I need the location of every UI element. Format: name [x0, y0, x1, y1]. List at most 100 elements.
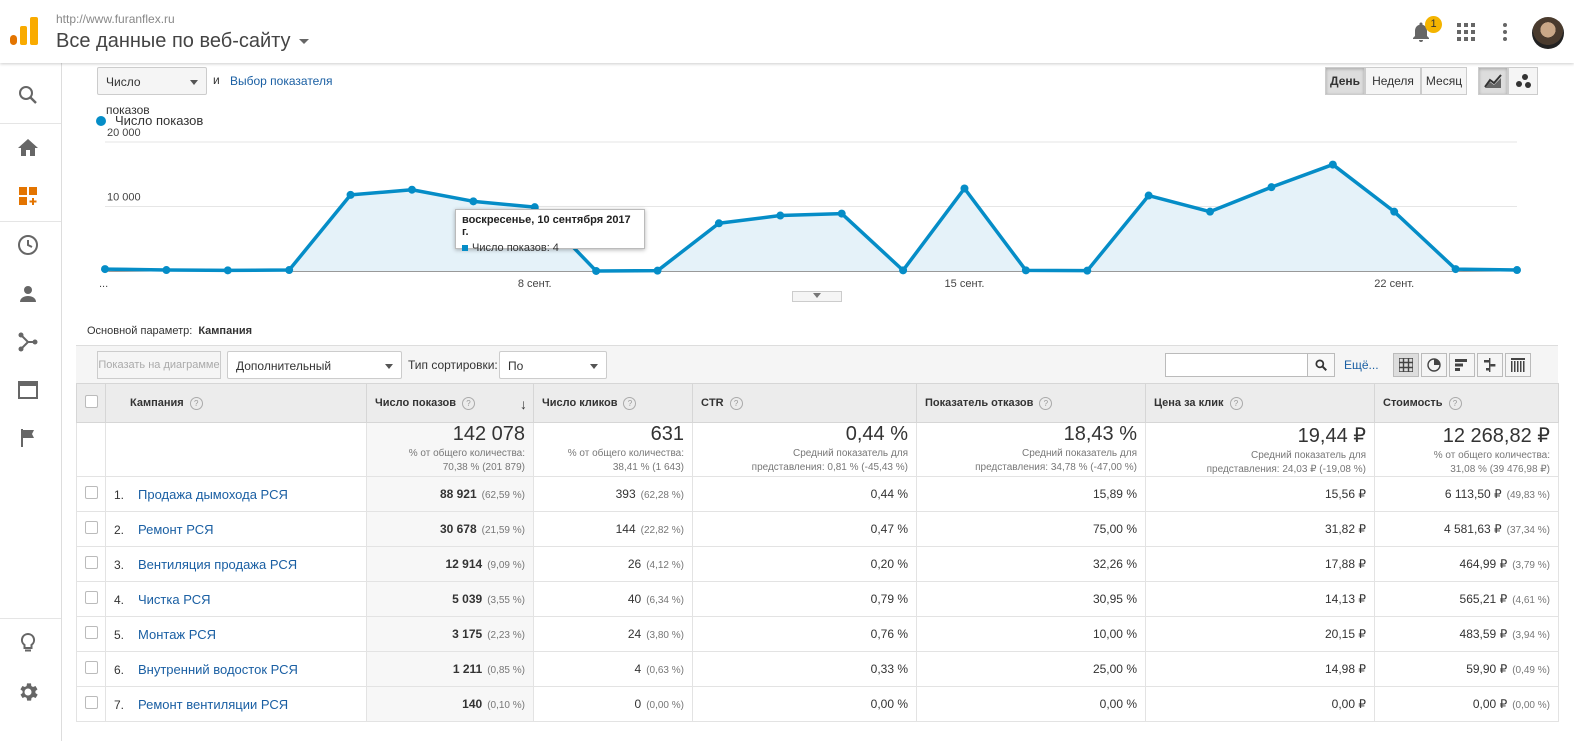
select-all-checkbox[interactable]	[85, 395, 98, 408]
data-point[interactable]	[101, 265, 109, 274]
row-checkbox[interactable]	[85, 521, 98, 534]
data-point[interactable]	[776, 211, 785, 220]
campaign-cell: 6. Внутренний водосток РСЯ	[105, 651, 367, 687]
pivot-view-button[interactable]	[1505, 353, 1531, 377]
campaign-link[interactable]: Ремонт РСЯ	[138, 521, 214, 537]
help-icon[interactable]: ?	[729, 396, 743, 410]
comparison-view-button[interactable]	[1477, 353, 1503, 377]
behavior-icon[interactable]	[16, 378, 40, 402]
chart-resize-handle[interactable]	[792, 291, 842, 302]
data-point[interactable]	[1206, 207, 1215, 216]
data-point[interactable]	[1328, 160, 1337, 169]
row-checkbox[interactable]	[85, 591, 98, 604]
data-point[interactable]	[1021, 266, 1030, 275]
ctr-value: 0,76 %	[870, 627, 908, 641]
data-point[interactable]	[1083, 266, 1092, 275]
help-icon[interactable]: ?	[1448, 396, 1462, 410]
nav-divider	[0, 618, 61, 619]
primary-dimension-value[interactable]: Кампания	[198, 325, 253, 337]
campaign-link[interactable]: Чистка РСЯ	[138, 591, 211, 607]
help-icon[interactable]: ?	[1229, 396, 1243, 410]
col-header-campaign[interactable]: Кампания?	[105, 383, 367, 423]
data-point[interactable]	[407, 185, 416, 194]
data-point[interactable]	[223, 266, 232, 275]
view-selector[interactable]: Все данные по веб-сайту	[56, 30, 309, 53]
campaign-link[interactable]: Монтаж РСЯ	[138, 626, 217, 642]
data-point[interactable]	[1451, 265, 1460, 274]
col-header-bounce-rate[interactable]: Показатель отказов?	[916, 383, 1146, 423]
data-point[interactable]	[1267, 183, 1276, 192]
help-icon[interactable]: ?	[189, 396, 203, 410]
campaign-link[interactable]: Ремонт вентиляции РСЯ	[138, 696, 289, 712]
help-icon[interactable]: ?	[462, 396, 476, 410]
search-icon[interactable]	[16, 83, 40, 107]
secondary-dimension-select[interactable]: Дополнительный параметр	[227, 351, 402, 401]
metric-select[interactable]: Число показов	[97, 67, 207, 117]
data-point[interactable]	[899, 266, 908, 275]
total-value: 19,44 ₽	[1297, 425, 1366, 447]
data-point[interactable]	[714, 219, 723, 228]
ctr-value: 0,79 %	[870, 592, 908, 606]
gear-icon[interactable]	[16, 680, 40, 704]
row-checkbox[interactable]	[85, 626, 98, 639]
motion-chart-button[interactable]	[1508, 67, 1538, 95]
campaign-link[interactable]: Вентиляция продажа РСЯ	[138, 556, 298, 572]
data-point[interactable]	[1513, 266, 1521, 275]
table-search-input[interactable]	[1165, 353, 1335, 377]
analytics-logo-icon[interactable]	[10, 17, 38, 45]
acquisition-icon[interactable]	[16, 330, 40, 354]
avatar[interactable]	[1532, 17, 1564, 49]
row-checkbox[interactable]	[85, 661, 98, 674]
col-header-ctr[interactable]: CTR?	[692, 383, 917, 423]
flag-icon[interactable]	[16, 426, 40, 450]
sort-arrow-down-icon[interactable]: ↓	[520, 396, 527, 412]
person-icon[interactable]	[16, 282, 40, 306]
granularity-month-button[interactable]: Месяц	[1421, 67, 1467, 95]
row-checkbox[interactable]	[85, 556, 98, 569]
table-view-button[interactable]	[1393, 353, 1419, 377]
campaign-link[interactable]: Продажа дымохода РСЯ	[138, 486, 288, 502]
data-point[interactable]	[346, 190, 355, 199]
data-point[interactable]	[592, 266, 601, 275]
data-point[interactable]	[653, 266, 662, 275]
data-point[interactable]	[162, 266, 171, 275]
choose-metric-link[interactable]: Выбор показателя	[230, 74, 333, 88]
col-header-cost[interactable]: Стоимость?	[1374, 383, 1559, 423]
col-header-clicks[interactable]: Число кликов?	[533, 383, 693, 423]
apps-icon[interactable]	[1454, 20, 1478, 44]
home-icon[interactable]	[16, 136, 40, 160]
campaign-link[interactable]: Внутренний водосток РСЯ	[138, 661, 298, 677]
cost-cell: 4 581,63 ₽ (37,34 %)	[1374, 511, 1559, 547]
data-point[interactable]	[1144, 191, 1153, 200]
data-point[interactable]	[469, 197, 478, 206]
sort-type-select[interactable]: По умолчанию	[499, 351, 607, 401]
granularity-week-button[interactable]: Неделя	[1365, 67, 1421, 95]
cpc-cell: 14,13 ₽	[1145, 581, 1375, 617]
lightbulb-icon[interactable]	[16, 631, 40, 655]
cpc-value: 0,00 ₽	[1331, 697, 1366, 711]
row-checkbox[interactable]	[85, 696, 98, 709]
more-options-link[interactable]: Ещё...	[1344, 358, 1379, 372]
data-point[interactable]	[960, 184, 969, 193]
row-checkbox[interactable]	[85, 486, 98, 499]
col-header-impressions[interactable]: Число показов? ↓	[366, 383, 534, 423]
pie-view-button[interactable]	[1421, 353, 1447, 377]
performance-view-button[interactable]	[1449, 353, 1475, 377]
help-icon[interactable]: ?	[1039, 396, 1053, 410]
bounce-rate-cell: 75,00 %	[916, 511, 1146, 547]
impressions-value: 5 039	[452, 592, 483, 606]
data-point[interactable]	[1390, 207, 1399, 216]
line-chart-button[interactable]	[1478, 67, 1508, 95]
col-header-cpc[interactable]: Цена за клик?	[1145, 383, 1375, 423]
row-checkbox-cell	[76, 686, 106, 722]
data-point[interactable]	[837, 209, 846, 218]
data-point[interactable]	[285, 266, 294, 275]
clock-icon[interactable]	[16, 233, 40, 257]
dashboard-icon[interactable]	[16, 184, 40, 208]
more-vert-icon[interactable]	[1493, 20, 1517, 44]
plot-rows-button[interactable]: Показать на диаграмме	[97, 351, 221, 379]
granularity-day-button[interactable]: День	[1325, 67, 1365, 95]
table-search-button[interactable]	[1307, 353, 1335, 377]
help-icon[interactable]: ?	[623, 396, 637, 410]
bounce-rate-cell: 10,00 %	[916, 616, 1146, 652]
